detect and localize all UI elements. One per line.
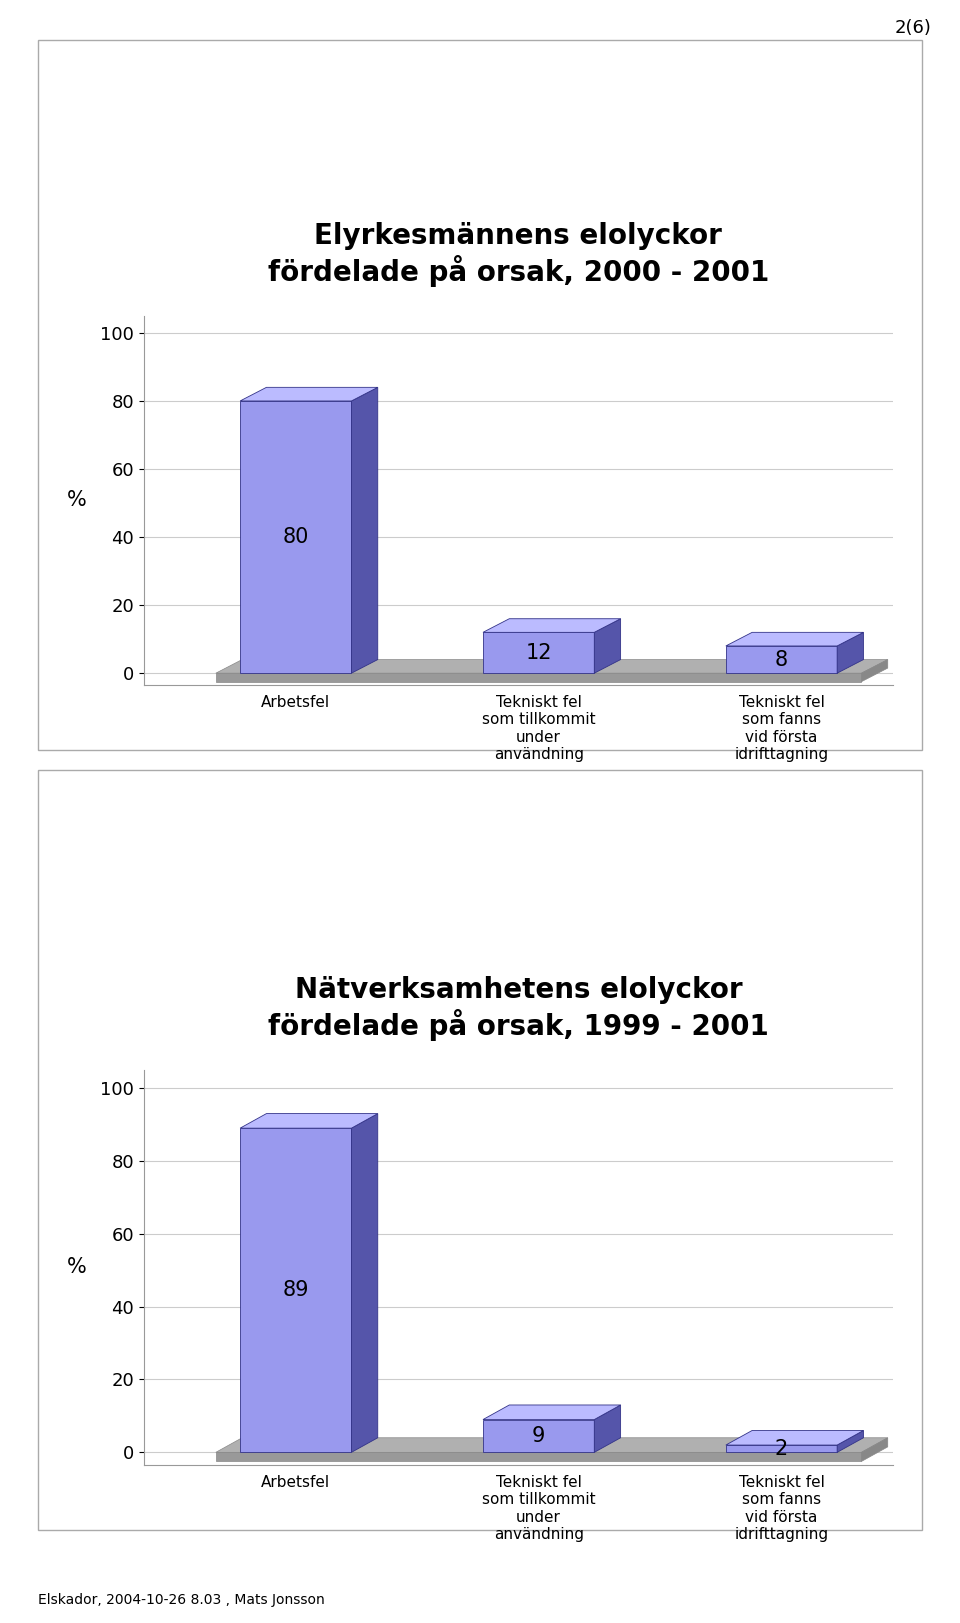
Polygon shape <box>861 659 888 682</box>
Text: 9: 9 <box>532 1427 545 1446</box>
Text: 8: 8 <box>775 649 788 670</box>
Polygon shape <box>351 388 377 674</box>
Title: Elyrkesmännens elolyckor
fördelade på orsak, 2000 - 2001: Elyrkesmännens elolyckor fördelade på or… <box>268 222 769 287</box>
Polygon shape <box>726 1430 863 1444</box>
Text: Elskador, 2004-10-26 8.03 , Mats Jonsson: Elskador, 2004-10-26 8.03 , Mats Jonsson <box>38 1592 325 1607</box>
Text: 2(6): 2(6) <box>895 19 931 37</box>
Polygon shape <box>483 618 620 633</box>
Polygon shape <box>726 633 863 646</box>
Y-axis label: %: % <box>67 490 86 511</box>
Text: 2: 2 <box>775 1438 788 1459</box>
Polygon shape <box>216 1453 861 1461</box>
Polygon shape <box>240 388 377 401</box>
Polygon shape <box>483 1420 594 1453</box>
Polygon shape <box>483 633 594 674</box>
Polygon shape <box>483 1406 620 1420</box>
Polygon shape <box>351 1113 377 1453</box>
Polygon shape <box>594 1406 620 1453</box>
Polygon shape <box>594 618 620 674</box>
Title: Nätverksamhetens elolyckor
fördelade på orsak, 1999 - 2001: Nätverksamhetens elolyckor fördelade på … <box>268 975 769 1042</box>
Polygon shape <box>726 1444 837 1453</box>
Polygon shape <box>861 1438 888 1461</box>
Polygon shape <box>240 1113 377 1128</box>
Polygon shape <box>837 633 863 674</box>
Polygon shape <box>216 674 861 682</box>
Polygon shape <box>837 1430 863 1453</box>
Y-axis label: %: % <box>67 1258 86 1277</box>
Text: 80: 80 <box>282 527 309 547</box>
Polygon shape <box>216 1438 888 1453</box>
Polygon shape <box>726 646 837 674</box>
Text: 89: 89 <box>282 1281 309 1300</box>
Polygon shape <box>240 1128 351 1453</box>
Text: 12: 12 <box>525 643 552 662</box>
Polygon shape <box>240 401 351 674</box>
Polygon shape <box>216 659 888 674</box>
